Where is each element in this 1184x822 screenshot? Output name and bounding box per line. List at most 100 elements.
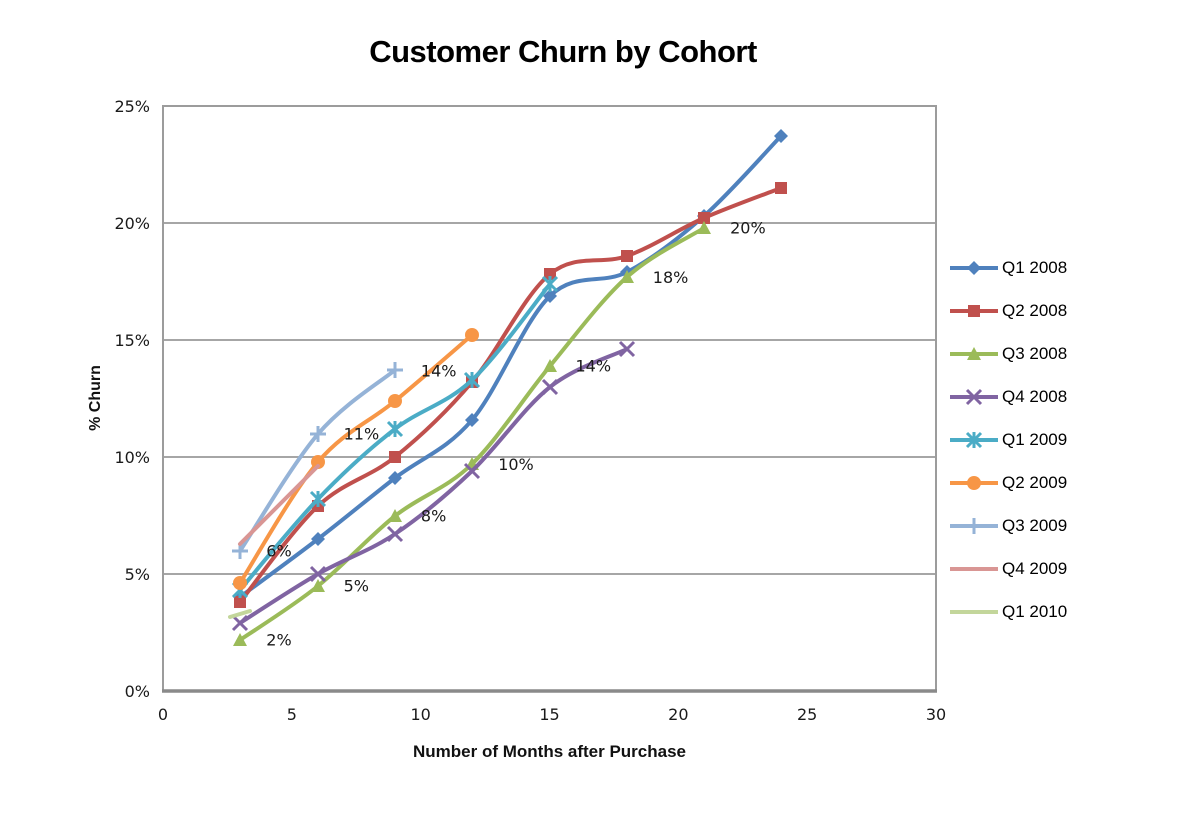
marker-star (965, 431, 983, 448)
legend-marker-icon (950, 609, 998, 614)
marker-triangle (697, 221, 711, 234)
marker-square (621, 250, 633, 262)
marker-square (234, 596, 246, 608)
marker-square (968, 304, 980, 317)
marker-circle (388, 394, 402, 408)
series-line-q1-2010 (228, 609, 252, 619)
legend-marker-icon (950, 517, 998, 534)
y-tick-label: 25% (114, 97, 150, 116)
y-tick-label: 15% (114, 331, 150, 350)
marker-x (965, 388, 983, 405)
marker-diamond (465, 413, 479, 427)
y-tick-label: 20% (114, 214, 150, 233)
legend-label: Q4 2008 (1002, 386, 1068, 406)
x-tick-label: 15 (539, 705, 559, 724)
legend-item-q1-2008: Q1 2008 (948, 246, 1067, 289)
legend-item-q2-2009: Q2 2009 (948, 461, 1067, 504)
legend-label: Q2 2009 (1002, 472, 1068, 492)
marker-triangle (311, 579, 325, 592)
data-label: 14% (576, 357, 612, 376)
marker-circle (465, 328, 479, 342)
marker-x (463, 462, 481, 480)
marker-x (386, 525, 404, 543)
marker-plus (310, 426, 326, 442)
marker-triangle (388, 509, 402, 522)
marker-triangle (543, 359, 557, 372)
x-tick-label: 0 (158, 705, 168, 724)
legend-marker-icon (950, 475, 998, 490)
marker-diamond (311, 532, 325, 546)
y-tick-label: 10% (114, 448, 150, 467)
legend-label: Q1 2009 (1002, 429, 1068, 449)
marker-circle (311, 455, 325, 469)
data-label: 10% (498, 455, 534, 474)
legend-marker-icon (950, 566, 998, 571)
marker-star (386, 420, 404, 438)
legend-label: Q1 2008 (1002, 257, 1068, 277)
marker-diamond (774, 129, 788, 143)
series-line-q2-2009 (238, 333, 474, 585)
x-tick-label: 30 (926, 705, 946, 724)
marker-x (541, 378, 559, 396)
marker-circle (967, 475, 981, 490)
y-tick-label: 0% (125, 682, 150, 701)
data-label: 5% (344, 577, 369, 596)
data-label: 20% (730, 219, 766, 238)
series-line-q1-2008 (238, 134, 783, 599)
legend-item-q3-2008: Q3 2008 (948, 332, 1067, 375)
marker-x (231, 614, 249, 632)
marker-plus (387, 362, 403, 378)
legend-item-q1-2010: Q1 2010 (948, 590, 1067, 633)
marker-diamond (388, 471, 402, 485)
legend-label: Q3 2009 (1002, 515, 1068, 535)
legend-label: Q4 2009 (1002, 558, 1068, 578)
x-tick-label: 5 (287, 705, 297, 724)
marker-x (618, 340, 636, 358)
chart-title: Customer Churn by Cohort (369, 34, 757, 69)
data-label: 14% (421, 361, 457, 380)
marker-plus (966, 517, 982, 534)
x-tick-label: 20 (668, 705, 688, 724)
legend-label: Q1 2010 (1002, 601, 1068, 621)
legend-marker-icon (950, 260, 998, 275)
legend-item-q1-2009: Q1 2009 (948, 418, 1067, 461)
marker-x (309, 565, 327, 583)
legend-marker-icon (950, 388, 998, 405)
data-label: 18% (653, 268, 689, 287)
marker-triangle (620, 270, 634, 283)
series-line-q4-2009 (238, 464, 320, 546)
marker-circle (233, 576, 247, 590)
data-label: 6% (266, 542, 291, 561)
legend: Q1 2008 Q2 2008 Q3 2008 Q4 2008 Q1 2009 Q2 20… (948, 246, 1067, 633)
marker-triangle (967, 346, 981, 360)
x-tick-label: 10 (410, 705, 430, 724)
marker-square (775, 182, 787, 194)
marker-diamond (967, 260, 981, 275)
legend-marker-icon (950, 304, 998, 317)
legend-item-q3-2009: Q3 2009 (948, 504, 1067, 547)
marker-star (541, 275, 559, 293)
legend-item-q4-2008: Q4 2008 (948, 375, 1067, 418)
marker-star (463, 371, 481, 389)
marker-square (544, 268, 556, 280)
legend-item-q4-2009: Q4 2009 (948, 547, 1067, 590)
data-label: 11% (344, 425, 380, 444)
marker-triangle (233, 633, 247, 646)
legend-label: Q2 2008 (1002, 300, 1068, 320)
x-axis-title: Number of Months after Purchase (413, 742, 686, 761)
marker-square (698, 212, 710, 224)
legend-label: Q3 2008 (1002, 343, 1068, 363)
data-label: 2% (266, 631, 291, 650)
y-tick-label: 5% (125, 565, 150, 584)
plot-border (162, 105, 937, 692)
marker-square (389, 451, 401, 463)
marker-diamond (543, 289, 557, 303)
marker-star (309, 490, 327, 508)
legend-marker-icon (950, 431, 998, 448)
x-tick-label: 25 (797, 705, 817, 724)
legend-marker-icon (950, 346, 998, 360)
legend-item-q2-2008: Q2 2008 (948, 289, 1067, 332)
data-label: 8% (421, 507, 446, 526)
